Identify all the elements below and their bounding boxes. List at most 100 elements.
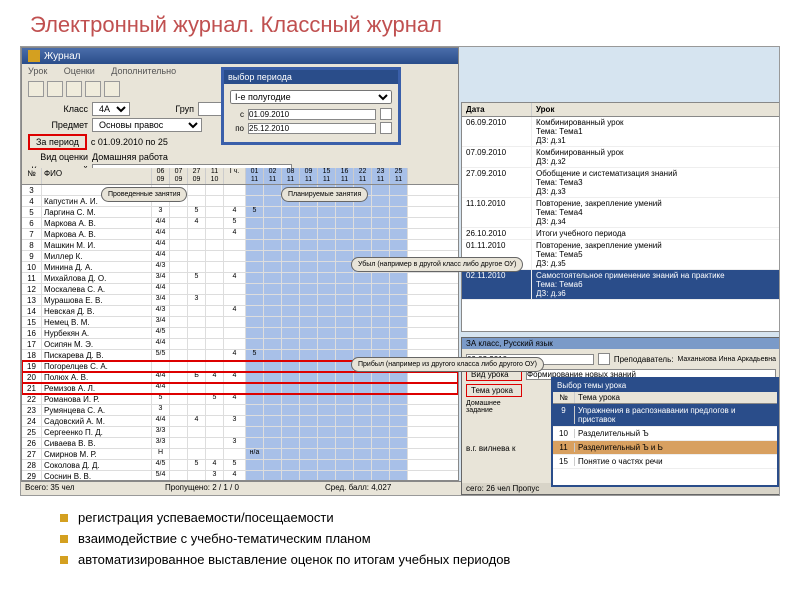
col-lesson: Урок	[532, 103, 780, 116]
menu-grades[interactable]: Оценки	[64, 66, 95, 76]
student-row[interactable]: 26Сиваева В. В.3/33	[22, 438, 458, 449]
bullet-item: автоматизированное выставление оценок по…	[60, 552, 740, 567]
col-num: №	[22, 168, 42, 184]
window-caption: Журнал	[44, 51, 81, 62]
col-date: Дата	[462, 103, 532, 116]
student-row[interactable]: 22Романова И. Р.554	[22, 394, 458, 405]
subject-select[interactable]: Основы правос	[92, 118, 202, 132]
subject-label: Предмет	[28, 120, 88, 130]
calendar-icon[interactable]	[598, 353, 610, 365]
topic-row[interactable]: 11Разделительный Ъ и Ь	[553, 441, 777, 455]
student-row[interactable]: 3	[22, 185, 458, 196]
student-row[interactable]: 21Ремизов А. Л.4/4	[22, 383, 458, 394]
date-col[interactable]: 0211	[264, 168, 282, 184]
tb-btn[interactable]	[47, 81, 63, 97]
topic-row[interactable]: 9Упражнения в распознавании предлогов и …	[553, 404, 777, 427]
teacher-lbl: Преподаватель:	[614, 355, 674, 364]
student-row[interactable]: 8Машкин М. И.4/4	[22, 240, 458, 251]
date-col[interactable]: 0911	[300, 168, 318, 184]
lesson-row[interactable]: 26.10.2010Итоги учебного периода	[462, 228, 780, 240]
to-date[interactable]	[248, 123, 376, 134]
tb-btn[interactable]	[104, 81, 120, 97]
callout-planned: Планируемые занятия	[281, 187, 368, 202]
student-row[interactable]: 29Соснин В. В.5/434	[22, 471, 458, 480]
topic-lbl: Тема урока	[466, 384, 522, 397]
student-row[interactable]: 11Михайлова Д. О.3/454	[22, 273, 458, 284]
date-col[interactable]: 0609	[152, 168, 170, 184]
date-col[interactable]: 1611	[336, 168, 354, 184]
student-row[interactable]: 13Мурашова Е. В.3/43	[22, 295, 458, 306]
student-row[interactable]: 5Ларгина С. М.3545	[22, 207, 458, 218]
student-row[interactable]: 24Садовский А. М.4/443	[22, 416, 458, 427]
tb-btn[interactable]	[85, 81, 101, 97]
student-row[interactable]: 4Капустин А. И.5/5	[22, 196, 458, 207]
dlg-title: выбор периода	[224, 70, 398, 84]
calendar-icon[interactable]	[380, 108, 392, 120]
student-row[interactable]: 25Сергеенко П. Д.3/3	[22, 427, 458, 438]
teacher-name: Маханькова Инна Аркадьевна	[677, 356, 776, 363]
student-row[interactable]: 16Нурбекян А.4/5	[22, 328, 458, 339]
calendar-icon[interactable]	[380, 122, 392, 134]
period-button[interactable]: За период	[28, 134, 87, 150]
st-total: Всего: 35 чел	[25, 483, 165, 494]
period-text: с 01.09.2010 по 25	[91, 137, 168, 147]
student-row[interactable]: 6Маркова А. В.4/445	[22, 218, 458, 229]
date-col[interactable]: 0709	[170, 168, 188, 184]
lesson-row[interactable]: 07.09.2010Комбинированный урок ДЗ: д.з2	[462, 147, 780, 168]
date-col[interactable]: 1110	[206, 168, 224, 184]
tb-btn[interactable]	[28, 81, 44, 97]
student-row[interactable]: 23Румянцева С. А.3	[22, 405, 458, 416]
lesson-row[interactable]: 27.09.2010Обобщение и систематизация зна…	[462, 168, 780, 198]
slide-title: Электронный журнал. Классный журнал	[0, 0, 800, 46]
date-col[interactable]: I ч.	[224, 168, 246, 184]
tp-col-topic: Тема урока	[575, 392, 623, 403]
screenshot: Журнал Урок Оценки Дополнительно Класс 4…	[20, 46, 780, 496]
student-row[interactable]: 28Соколова Д. Д.4/5545	[22, 460, 458, 471]
menu-extra[interactable]: Дополнительно	[111, 66, 176, 76]
student-row[interactable]: 20Полюх А. В.4/4Б44	[22, 372, 458, 383]
lessons-panel: ДатаУрок 06.09.2010Комбинированный урок …	[461, 102, 780, 332]
comment-lbl: в.г. вилнева к	[466, 444, 515, 453]
student-row[interactable]: 7Маркова А. В.4/44	[22, 229, 458, 240]
student-row[interactable]: 27Смирнов М. Р.Нн/а	[22, 449, 458, 460]
date-col[interactable]: 2211	[354, 168, 372, 184]
lesson-row[interactable]: 11.10.2010Повторение, закрепление умений…	[462, 198, 780, 228]
student-row[interactable]: 14Невская Д. В.4/34	[22, 306, 458, 317]
bullet-item: регистрация успеваемости/посещаемости	[60, 510, 740, 525]
date-col[interactable]: 0111	[246, 168, 264, 184]
grade-grid[interactable]: № ФИО 0609070927091110I ч.01110211081109…	[22, 168, 458, 480]
student-row[interactable]: 12Москалева С. А.4/4	[22, 284, 458, 295]
titlebar: Журнал	[22, 48, 458, 64]
from-lbl: с	[230, 110, 244, 119]
callout-arrived: Прибыл (например из другого класса либо …	[351, 357, 544, 372]
student-row[interactable]: 17Осипян М. Э.4/4	[22, 339, 458, 350]
col-fio: ФИО	[42, 168, 152, 184]
topic-row[interactable]: 15Понятие о частях речи	[553, 455, 777, 469]
date-col[interactable]: 2311	[372, 168, 390, 184]
callout-left: Убыл (например в другой класс либо друго…	[351, 257, 523, 272]
period-dialog: выбор периода I-е полугодие с по	[221, 67, 401, 145]
from-date[interactable]	[248, 109, 376, 120]
tb-btn[interactable]	[66, 81, 82, 97]
date-col[interactable]: 2511	[390, 168, 408, 184]
group-label: Груп	[134, 104, 194, 114]
lesson-row[interactable]: 02.11.2010Самостоятельное применение зна…	[462, 270, 780, 300]
lesson-row[interactable]: 06.09.2010Комбинированный урок Тема: Тем…	[462, 117, 780, 147]
prop-title: ЗА класс, Русский язык	[462, 338, 780, 349]
callout-done: Проведенные занятия	[101, 187, 187, 202]
term-select[interactable]: I-е полугодие	[230, 90, 392, 104]
bullet-item: взаимодействие с учебно-тематическим пла…	[60, 531, 740, 546]
date-col[interactable]: 1511	[318, 168, 336, 184]
grid-header: № ФИО 0609070927091110I ч.01110211081109…	[22, 168, 458, 185]
topic-row[interactable]: 10Разделительный Ъ	[553, 427, 777, 441]
date-col[interactable]: 0811	[282, 168, 300, 184]
date-col[interactable]: 2709	[188, 168, 206, 184]
st-missed: Пропущено: 2 / 1 / 0	[165, 483, 325, 494]
class-label: Класс	[28, 104, 88, 114]
student-row[interactable]: 15Немец В. М.3/4	[22, 317, 458, 328]
class-select[interactable]: 4А	[92, 102, 130, 116]
app-icon	[28, 50, 40, 62]
bullet-list: регистрация успеваемости/посещаемости вз…	[60, 510, 740, 567]
tp-col-num: №	[553, 392, 575, 403]
menu-lesson[interactable]: Урок	[28, 66, 47, 76]
